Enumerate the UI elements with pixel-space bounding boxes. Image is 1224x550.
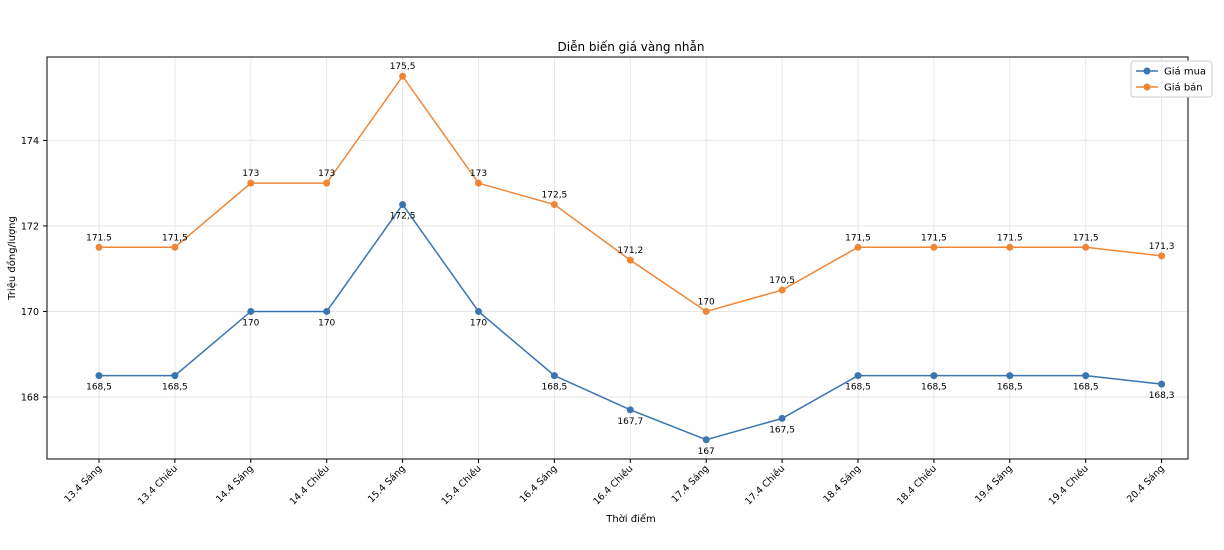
data-label-gia-ban-7: 171,2 [617,246,643,256]
legend-marker-gia-mua [1143,67,1151,75]
x-tick-label-13-4-sang: 13.4 Sáng [62,463,104,505]
chart-title: Diễn biến giá vàng nhẫn [558,40,705,54]
data-label-gia-mua-5: 170 [470,318,487,328]
point-gia-mua-9 [778,414,786,422]
point-gia-mua-7 [626,406,634,414]
data-label-gia-mua-12: 168,5 [997,383,1023,393]
point-gia-mua-1 [171,372,179,380]
x-tick-label-14-4-sang: 14.4 Sáng [214,463,256,505]
data-label-gia-ban-12: 171.5 [997,233,1023,243]
y-axis: 168 170 172 174 [21,136,47,403]
point-gia-mua-3 [323,307,331,315]
point-gia-ban-6 [550,201,558,209]
y-tick-label-172: 172 [21,221,39,232]
data-label-gia-mua-14: 168,3 [1149,391,1175,401]
data-label-gia-ban-5: 173 [470,169,487,179]
data-label-gia-ban-4: 175,5 [390,62,416,72]
point-gia-mua-5 [475,307,482,315]
point-gia-ban-12 [1006,243,1014,251]
data-label-gia-ban-13: 171,5 [1073,233,1099,243]
point-gia-ban-2 [247,179,255,187]
point-gia-mua-8 [702,436,710,444]
point-gia-mua-13 [1082,372,1090,380]
x-tick-label-16-4-sang: 16.4 Sáng [518,463,560,505]
data-label-gia-mua-11: 168,5 [921,383,947,393]
x-tick-label-15-4-sang: 15.4 Sáng [366,463,408,505]
legend-box [1130,60,1213,98]
legend: Giá mua Giá bán [1130,60,1213,98]
point-gia-mua-6 [550,372,558,380]
data-label-gia-mua-8: 167 [698,447,715,457]
x-tick-label-19-4-chieu: 19.4 Chiều [1047,463,1091,507]
y-axis-label: Triệu đồng/lượng [6,216,18,301]
point-gia-mua-10 [854,372,862,380]
data-label-gia-ban-14: 171,3 [1149,242,1175,252]
data-label-gia-ban-1: 171,5 [162,233,188,243]
data-label-gia-mua-3: 170 [318,318,335,328]
point-gia-mua-12 [1006,372,1014,380]
point-gia-mua-14 [1158,380,1166,388]
x-tick-label-20-4-sang: 20.4 Sáng [1125,463,1167,505]
x-axis-label: Thời điểm [605,512,656,525]
y-tick-label-170: 170 [21,307,39,318]
data-label-gia-mua-6: 168,5 [542,383,568,393]
data-label-gia-mua-13: 168,5 [1073,383,1099,393]
x-tick-label-13-4-chieu: 13.4 Chiều [136,463,180,507]
point-gia-ban-10 [854,243,862,251]
grid-layer [47,57,1188,459]
point-gia-mua-0 [95,372,103,380]
point-gia-mua-4 [399,201,407,209]
data-label-gia-ban-6: 172,5 [542,191,568,201]
point-gia-ban-11 [930,243,938,251]
x-tick-label-15-4-chieu: 15.4 Chiều [440,463,484,507]
legend-marker-gia-ban [1143,83,1151,91]
x-tick-label-18-4-chieu: 18.4 Chiều [895,463,939,507]
legend-label-gia-mua: Giá mua [1164,66,1206,78]
plot-frame [46,56,1189,460]
point-gia-mua-2 [247,307,255,315]
data-label-gia-ban-0: 171.5 [86,233,112,243]
data-label-gia-ban-10: 171,5 [845,233,871,243]
data-label-gia-ban-9: 170,5 [769,276,795,286]
point-gia-ban-9 [778,286,786,294]
data-label-gia-mua-1: 168,5 [162,383,188,393]
data-label-gia-mua-7: 167,7 [617,417,643,427]
x-tick-label-14-4-chieu: 14.4 Chiều [288,463,332,507]
x-tick-label-17-4-sang: 17.4 Sáng [670,463,712,505]
y-tick-label-168: 168 [21,392,39,403]
data-label-gia-mua-4: 172,5 [390,212,416,222]
point-gia-ban-13 [1082,243,1090,251]
x-tick-label-16-4-chieu: 16.4 Chiều [591,463,635,507]
point-gia-ban-14 [1158,252,1166,260]
x-axis: 13.4 Sáng 13.4 Chiều 14.4 Sáng 14.4 Chiều 15… [62,459,1167,507]
data-label-gia-mua-2: 170 [242,318,259,328]
data-label-gia-ban-3: 173 [318,169,335,179]
legend-label-gia-ban: Giá bán [1164,82,1203,94]
series-layer [95,72,1166,444]
data-label-gia-ban-11: 171,5 [921,233,947,243]
data-label-gia-mua-9: 167,5 [769,425,795,435]
data-label-gia-mua-10: 168,5 [845,383,871,393]
point-gia-ban-7 [626,256,634,264]
y-tick-label-174: 174 [21,136,39,147]
data-label-gia-ban-8: 170 [698,297,715,307]
point-gia-ban-8 [702,307,710,315]
point-gia-ban-4 [399,72,407,80]
point-gia-ban-5 [475,179,482,187]
data-label-gia-ban-2: 173 [242,169,259,179]
point-gia-mua-11 [930,372,938,380]
data-label-gia-mua-0: 168,5 [86,383,112,393]
data-labels: 168,5 168,5 170 170 172,5 170 168,5 167,7 167 167… [86,62,1174,457]
x-tick-label-17-4-chieu: 17.4 Chiều [743,463,787,507]
point-gia-ban-0 [95,243,103,251]
point-gia-ban-3 [323,179,331,187]
point-gia-ban-1 [171,243,179,251]
x-tick-label-19-4-sang: 19.4 Sáng [973,463,1015,505]
x-tick-label-18-4-sang: 18.4 Sáng [821,463,863,505]
